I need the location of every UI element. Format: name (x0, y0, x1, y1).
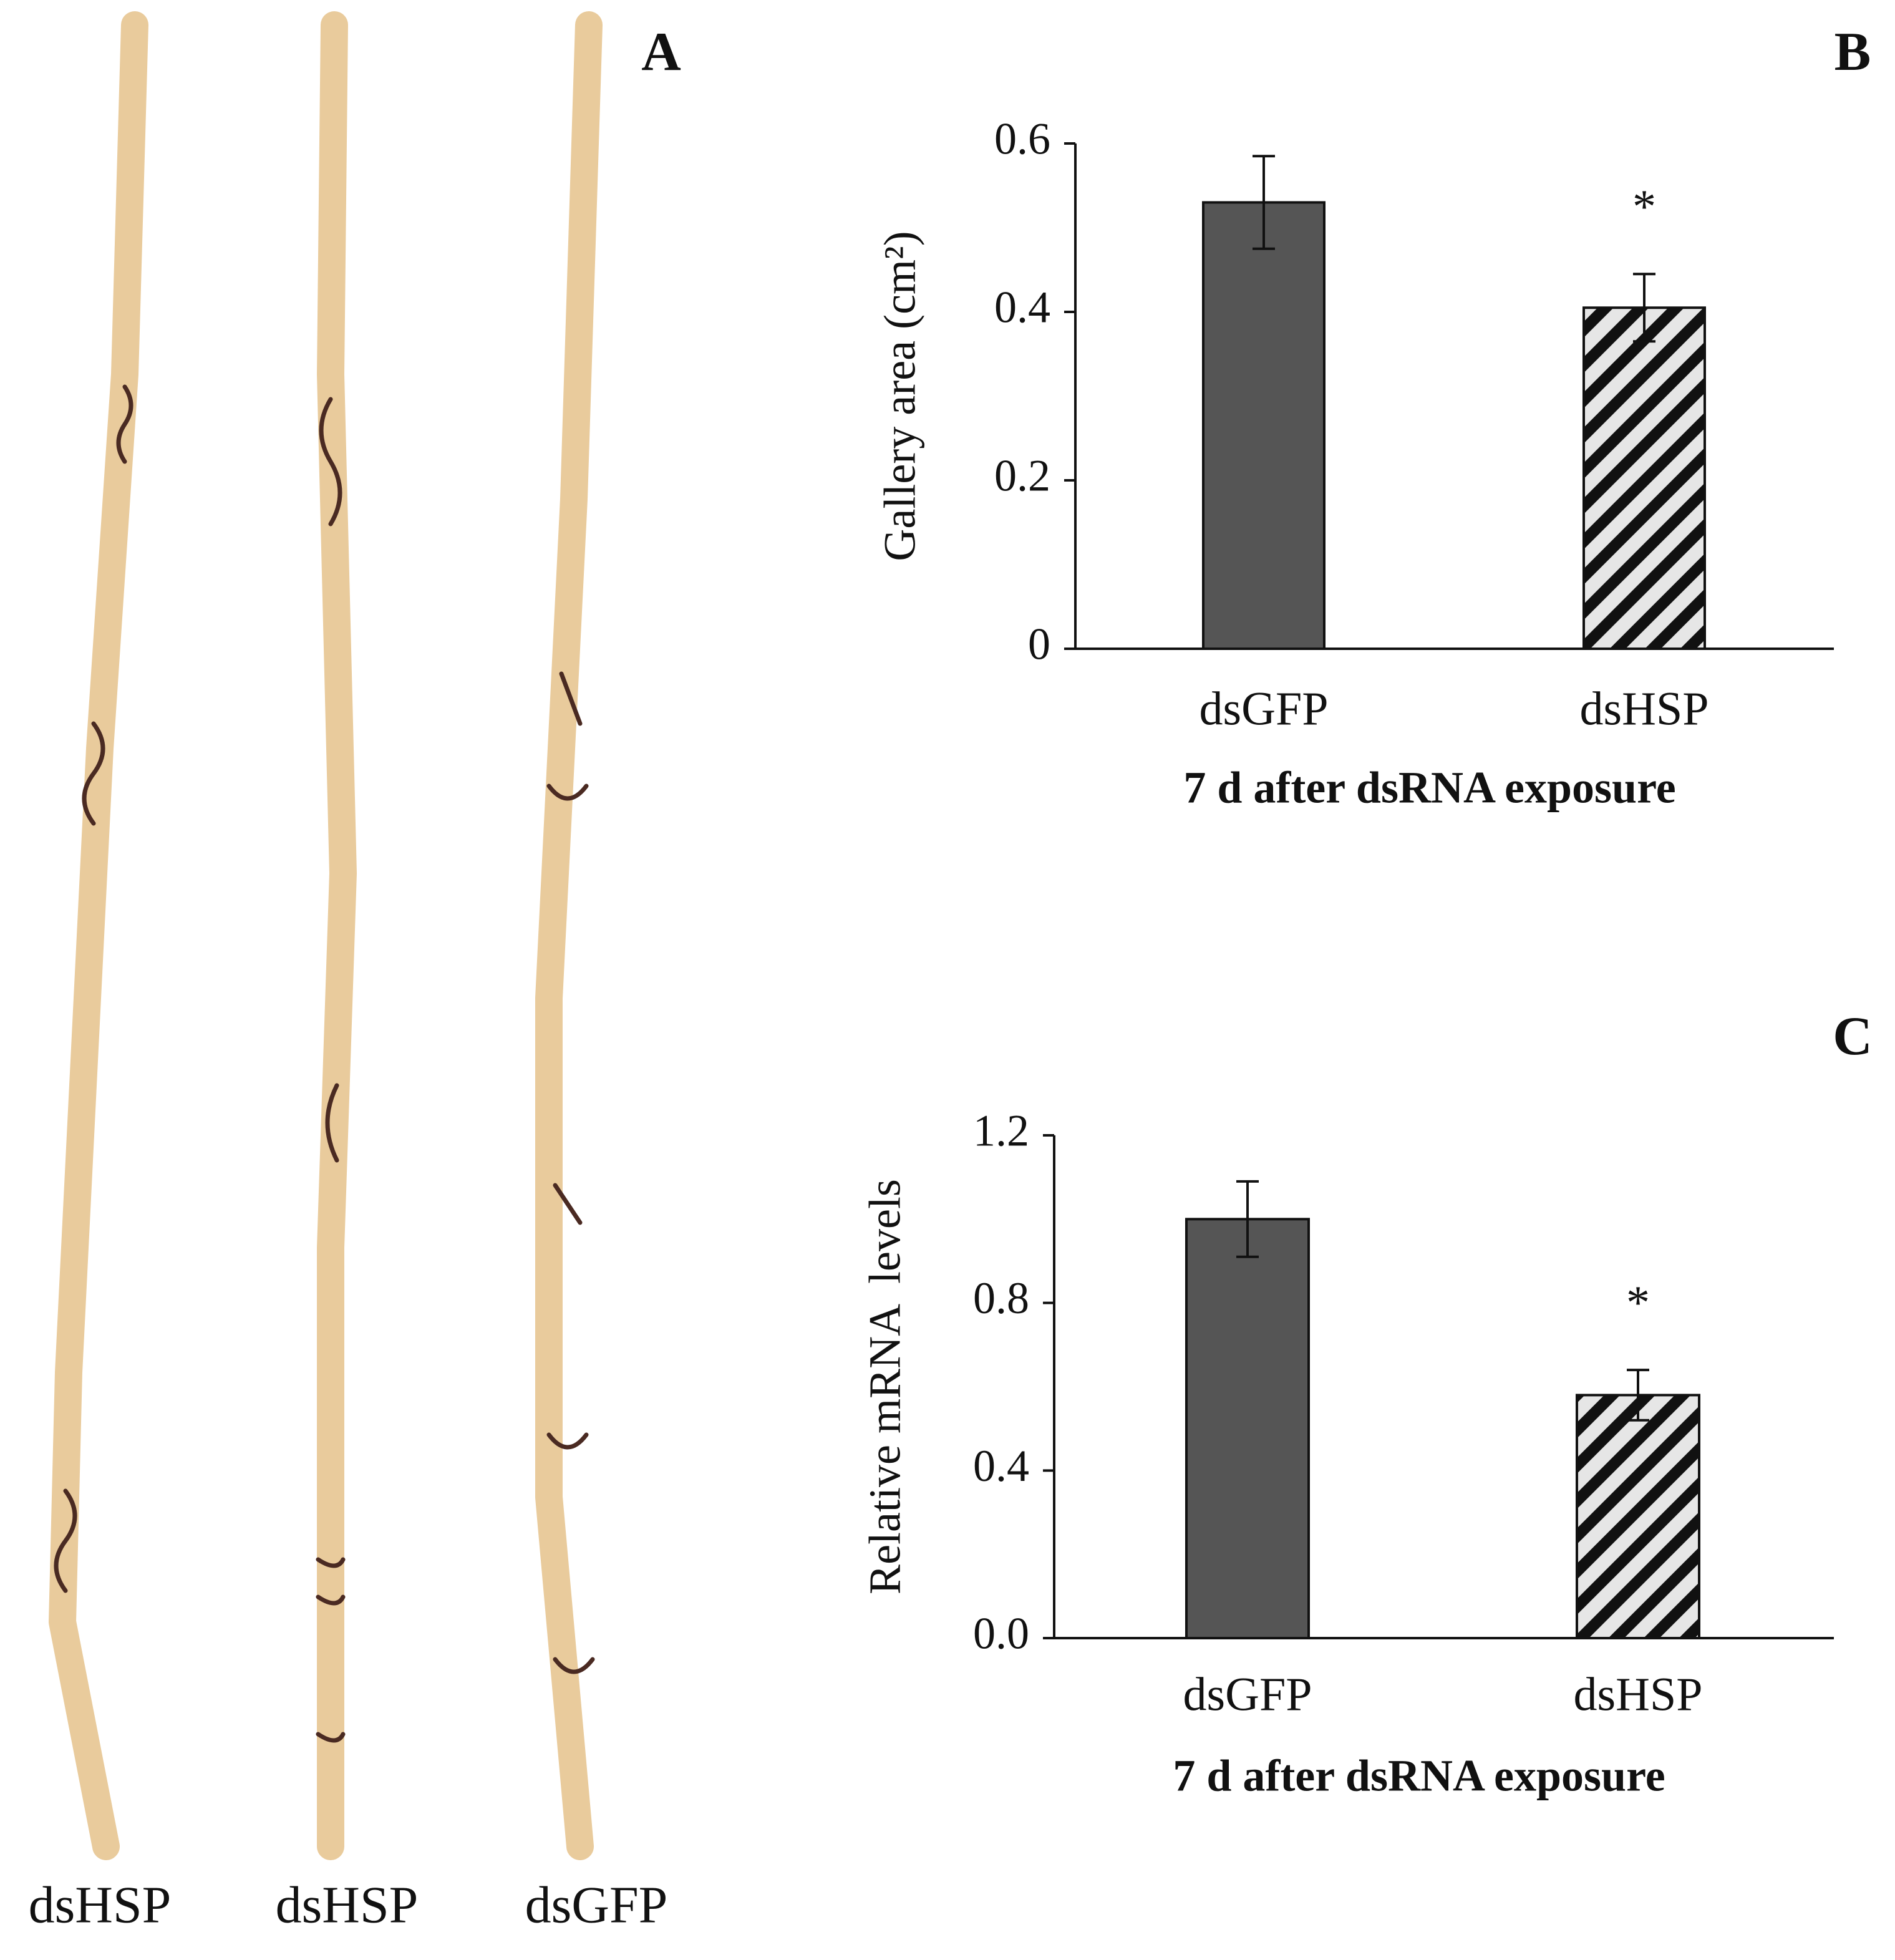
y-tick-label: 1.2 (973, 1106, 1029, 1156)
y-tick-label: 0 (1028, 619, 1050, 669)
y-tick-label: 0.0 (973, 1609, 1029, 1659)
photo-caption: dsHSP (29, 1876, 172, 1934)
y-tick-label: 0.8 (973, 1273, 1029, 1323)
x-tick-label: dsGFP (1183, 1668, 1312, 1720)
photo (49, 11, 603, 1860)
y-tick-label: 0.4 (994, 283, 1050, 332)
x-tick-label: dsGFP (1200, 682, 1329, 735)
panel-label: B (1834, 22, 1871, 82)
photo-caption: dsGFP (525, 1876, 668, 1934)
x-tick-label: dsHSP (1580, 682, 1709, 735)
y-tick-label: 0.6 (994, 114, 1050, 164)
bar (1582, 306, 1706, 650)
y-axis-label: Gallery area (cm²) (875, 231, 925, 561)
x-axis-label: 7 d after dsRNA exposure (1183, 763, 1675, 813)
photo-caption: dsHSP (276, 1876, 419, 1934)
x-tick-label: dsHSP (1574, 1668, 1703, 1720)
bar (1576, 1394, 1700, 1640)
bar (1185, 1218, 1310, 1640)
significance-mark: * (1626, 1277, 1650, 1329)
significance-mark: * (1632, 181, 1656, 233)
panel-label: C (1833, 1006, 1873, 1067)
bar (1202, 201, 1326, 650)
y-tick-label: 0.4 (973, 1441, 1029, 1491)
panel-label: A (641, 22, 681, 82)
y-axis-label: Relative mRNA levels (860, 1179, 910, 1594)
x-axis-label: 7 d after dsRNA exposure (1173, 1751, 1665, 1801)
y-tick-label: 0.2 (994, 451, 1050, 501)
